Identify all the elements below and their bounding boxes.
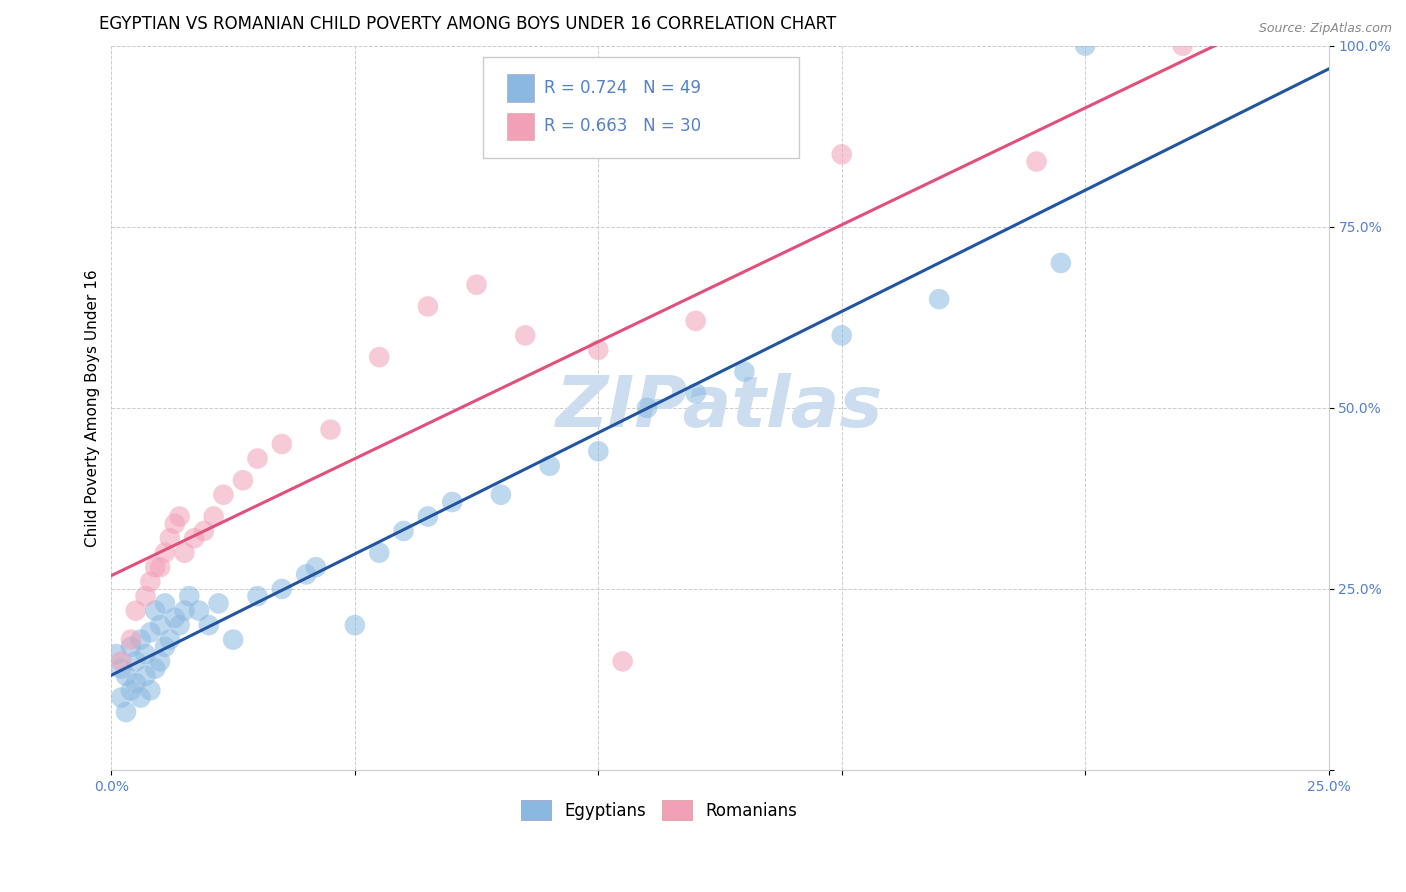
Point [120,683,142,698]
Point [1074,38,1097,53]
Point [153,596,176,610]
Point [143,662,166,676]
Point [831,328,853,343]
Y-axis label: Child Poverty Among Boys Under 16: Child Poverty Among Boys Under 16 [86,269,100,547]
FancyBboxPatch shape [482,56,799,158]
Point [115,705,138,719]
Point [153,640,176,654]
Point [538,458,561,473]
Point [134,647,156,661]
Point [246,451,269,466]
Point [685,314,707,328]
FancyBboxPatch shape [508,74,534,102]
Point [129,690,152,705]
Point [612,654,634,668]
Point [143,560,166,574]
Point [159,632,181,647]
Point [173,604,195,618]
Point [831,147,853,161]
Point [159,531,181,545]
Point [319,423,342,437]
Point [139,574,162,589]
Point [270,582,292,596]
Point [305,560,328,574]
Point [343,618,366,632]
Point [110,654,132,668]
Point [636,401,658,415]
Point [588,444,610,458]
Point [129,632,152,647]
Point [588,343,610,357]
Point [143,604,166,618]
Point [110,662,132,676]
FancyBboxPatch shape [508,112,534,140]
Point [193,524,215,538]
Point [222,632,245,647]
Point [120,640,142,654]
Text: ZIPatlas: ZIPatlas [557,374,884,442]
Point [928,292,950,306]
Point [368,350,391,364]
Point [134,669,156,683]
Point [188,604,211,618]
Text: R = 0.663   N = 30: R = 0.663 N = 30 [544,118,700,136]
Point [270,437,292,451]
Point [416,300,439,314]
Point [169,618,191,632]
Point [515,328,537,343]
Point [197,618,219,632]
Point [465,277,488,292]
Point [295,567,318,582]
Point [232,473,254,487]
Point [134,589,156,603]
Text: R = 0.724   N = 49: R = 0.724 N = 49 [544,79,700,97]
Legend: Egyptians, Romanians: Egyptians, Romanians [515,793,804,827]
Point [139,683,162,698]
Point [368,546,391,560]
Point [115,669,138,683]
Point [149,654,172,668]
Point [179,589,201,603]
Point [1171,38,1194,53]
Point [149,618,172,632]
Point [120,632,142,647]
Point [392,524,415,538]
Point [125,676,148,690]
Point [685,386,707,401]
Text: Source: ZipAtlas.com: Source: ZipAtlas.com [1258,22,1392,36]
Point [173,546,195,560]
Point [139,625,162,640]
Point [125,654,148,668]
Point [110,690,132,705]
Point [125,604,148,618]
Point [1050,256,1073,270]
Point [416,509,439,524]
Point [163,516,186,531]
Point [202,509,225,524]
Point [153,546,176,560]
Point [149,560,172,574]
Text: EGYPTIAN VS ROMANIAN CHILD POVERTY AMONG BOYS UNDER 16 CORRELATION CHART: EGYPTIAN VS ROMANIAN CHILD POVERTY AMONG… [100,15,837,33]
Point [169,509,191,524]
Point [733,365,755,379]
Point [489,488,512,502]
Point [441,495,464,509]
Point [183,531,205,545]
Point [207,596,229,610]
Point [105,647,128,661]
Point [1025,154,1047,169]
Point [163,611,186,625]
Point [212,488,235,502]
Point [246,589,269,603]
